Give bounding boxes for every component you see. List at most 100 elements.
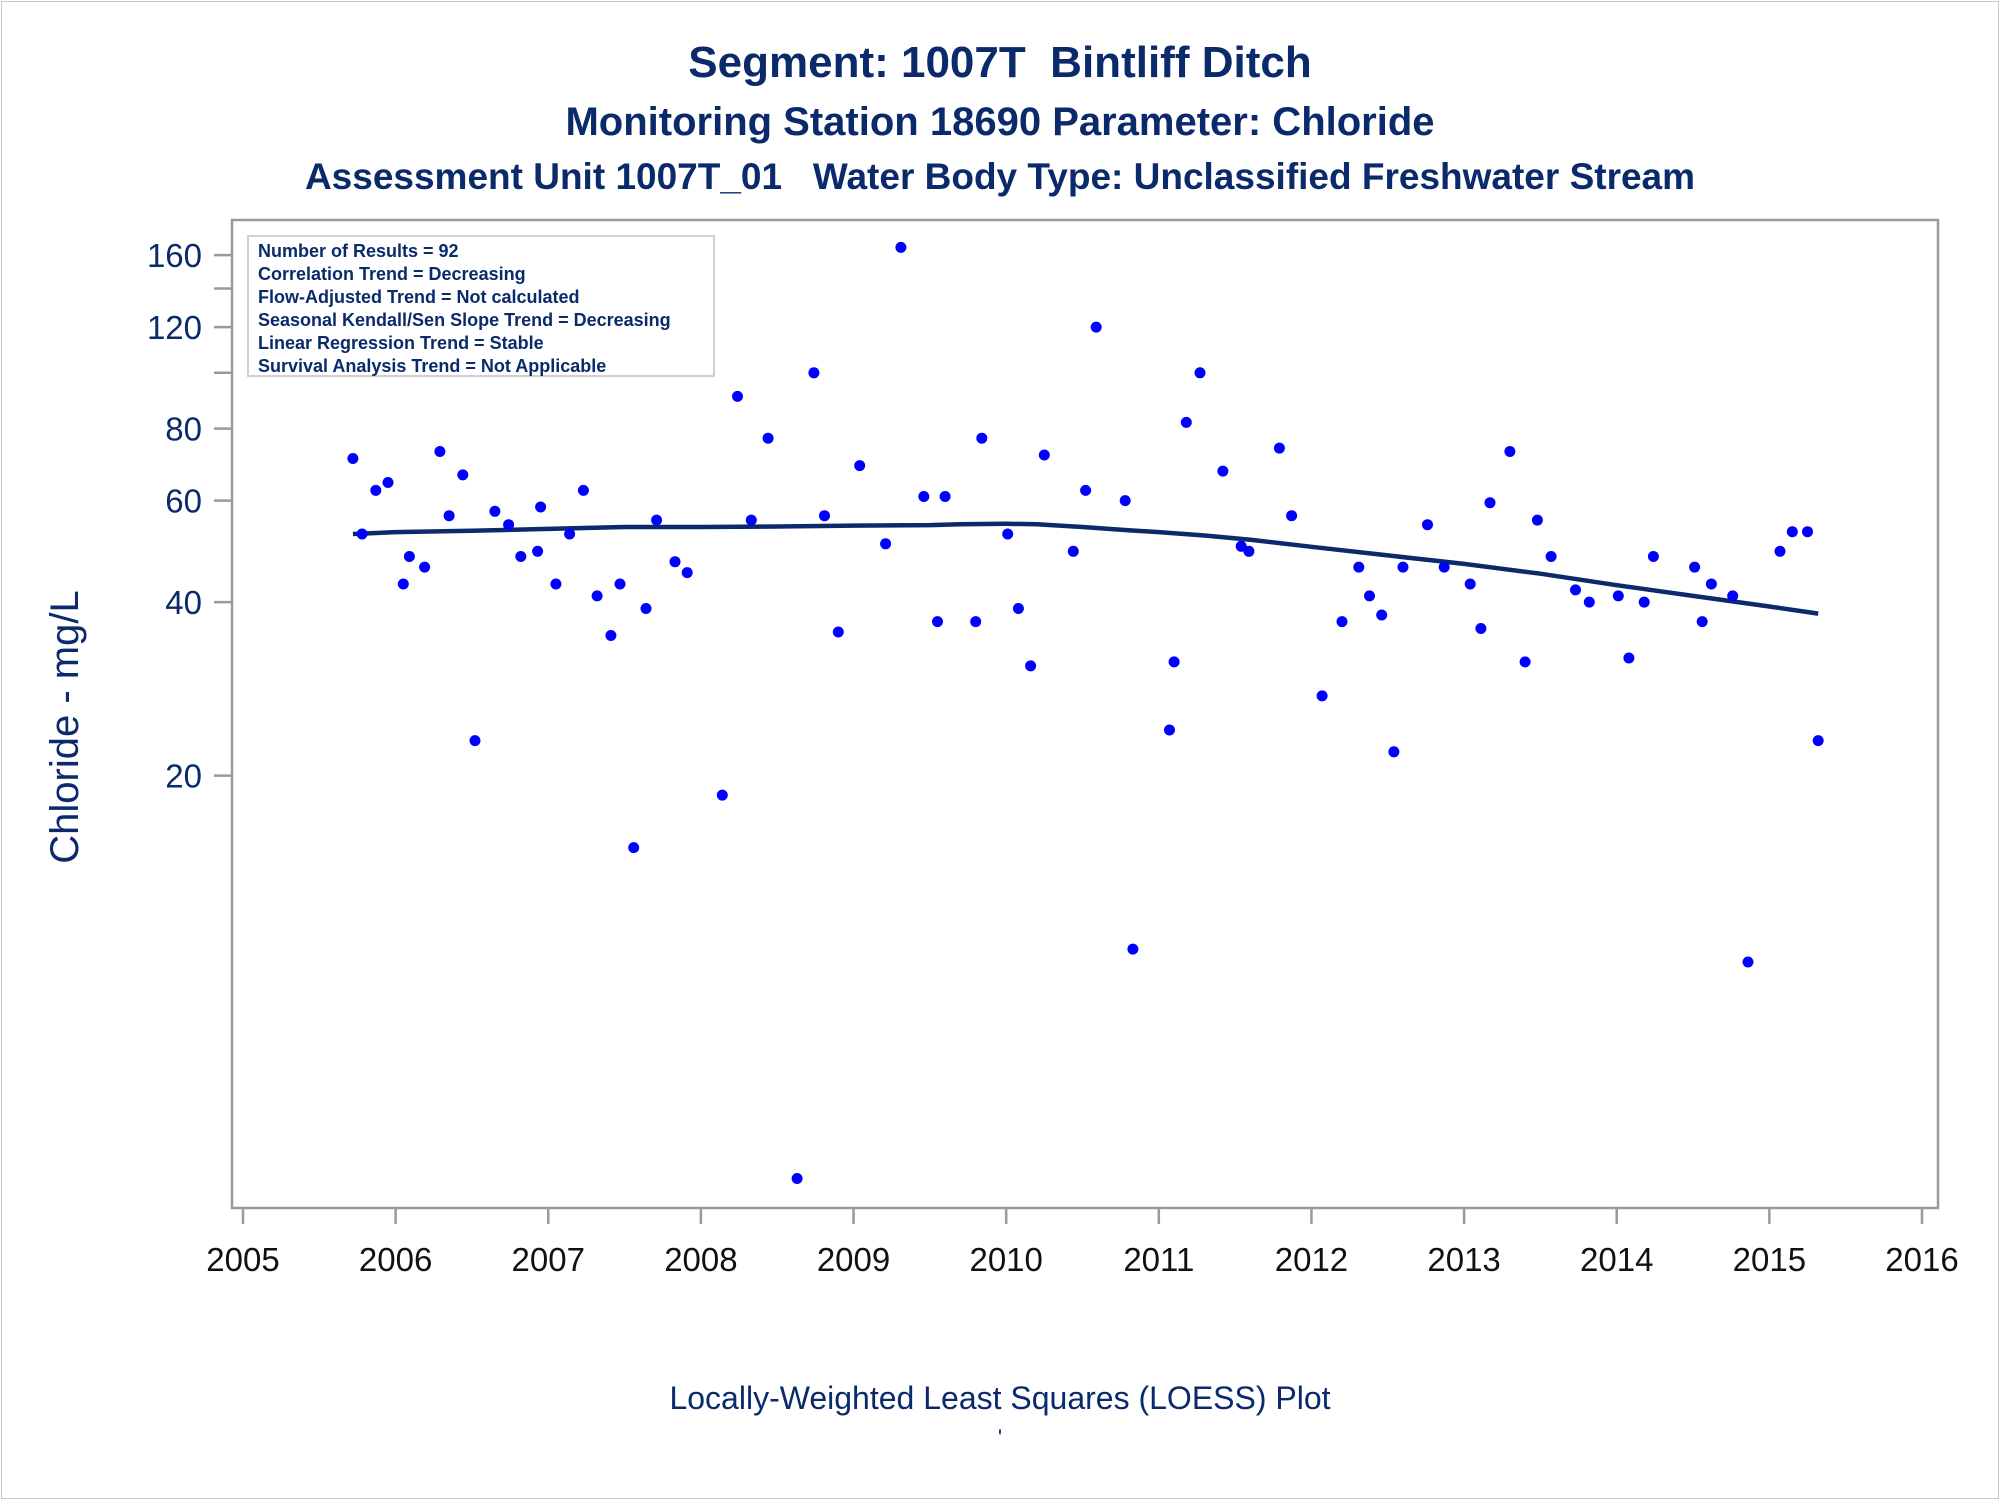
- data-point: [791, 1173, 803, 1184]
- x-tick-label: 2005: [206, 1241, 279, 1278]
- data-point: [628, 842, 640, 854]
- data-point: [1002, 528, 1014, 540]
- data-point: [1742, 956, 1754, 968]
- data-point: [419, 561, 431, 573]
- x-tick-label: 2012: [1275, 1241, 1348, 1278]
- stat-flow-adjusted-trend: Flow-Adjusted Trend = Not calculated: [258, 287, 580, 307]
- data-point: [403, 551, 415, 562]
- data-point: [1012, 603, 1024, 614]
- data-point: [577, 484, 589, 496]
- y-tick-label: 120: [147, 309, 202, 346]
- data-point: [808, 367, 820, 379]
- measurement-series: [347, 241, 1824, 1184]
- data-point: [1243, 545, 1255, 557]
- y-tick-label: 20: [165, 758, 202, 795]
- data-point: [1727, 590, 1739, 602]
- data-point: [651, 514, 663, 526]
- trend-statistics-box: Number of Results = 92 Correlation Trend…: [247, 235, 715, 377]
- chart-subtitle-2: Assessment Unit 1007T_01 Water Body Type…: [304, 156, 1696, 197]
- footnote-mark: ': [997, 1425, 1003, 1450]
- x-tick-label: 2016: [1885, 1241, 1958, 1278]
- data-point: [1689, 561, 1701, 573]
- data-point: [550, 578, 562, 590]
- data-point: [970, 616, 982, 628]
- x-tick-label: 2014: [1580, 1241, 1653, 1278]
- data-point: [1531, 514, 1543, 526]
- loess-trend-series: [352, 521, 1819, 616]
- data-point: [1570, 584, 1581, 596]
- data-point: [356, 528, 368, 540]
- data-point: [832, 626, 844, 638]
- data-point: [1612, 590, 1624, 602]
- data-point: [1519, 656, 1531, 668]
- y-axis: 20 40 60 80 120 160: [147, 237, 232, 795]
- data-point: [489, 505, 501, 517]
- data-point: [1273, 442, 1285, 454]
- data-point: [434, 446, 446, 457]
- y-tick-label: 80: [165, 411, 202, 448]
- data-point: [716, 789, 728, 801]
- data-point: [1786, 526, 1798, 538]
- data-point: [669, 556, 681, 568]
- stat-number-of-results: Number of Results = 92: [258, 241, 459, 261]
- y-axis-label: Chloride - mg/L: [43, 590, 87, 863]
- data-point: [681, 567, 693, 579]
- data-point: [535, 501, 547, 513]
- chart-subtitle: Monitoring Station 18690 Parameter: Chlo…: [565, 100, 1435, 144]
- stat-linear-regression-trend: Linear Regression Trend = Stable: [258, 333, 544, 353]
- data-point: [370, 484, 382, 496]
- x-tick-label: 2015: [1733, 1241, 1806, 1278]
- x-tick-label: 2013: [1427, 1241, 1500, 1278]
- x-tick-label: 2007: [512, 1241, 585, 1278]
- data-point: [1336, 616, 1348, 628]
- data-point: [1038, 449, 1050, 461]
- data-point: [532, 545, 544, 557]
- data-point: [745, 514, 757, 526]
- y-tick-label: 160: [147, 237, 202, 274]
- data-point: [443, 510, 455, 522]
- stat-correlation-trend: Correlation Trend = Decreasing: [258, 264, 526, 284]
- data-point: [1802, 526, 1813, 538]
- data-point: [1090, 321, 1102, 333]
- data-point: [1168, 656, 1180, 668]
- loess-trend-line: [352, 521, 1819, 616]
- data-point: [732, 390, 743, 402]
- data-point: [640, 603, 652, 614]
- data-point: [1475, 623, 1487, 634]
- data-point: [382, 477, 394, 488]
- data-point: [1647, 551, 1659, 562]
- stat-seasonal-kendall-trend: Seasonal Kendall/Sen Slope Trend = Decre…: [258, 310, 671, 330]
- y-tick-label: 40: [165, 584, 202, 621]
- data-point: [1774, 545, 1786, 557]
- data-point: [564, 528, 576, 540]
- data-point: [1422, 519, 1433, 531]
- data-point: [1638, 596, 1650, 608]
- data-point: [1353, 561, 1365, 573]
- stat-survival-analysis-trend: Survival Analysis Trend = Not Applicable: [258, 356, 607, 376]
- data-point: [1286, 510, 1298, 522]
- data-point: [1164, 724, 1175, 736]
- data-point: [397, 578, 409, 590]
- data-point: [1364, 590, 1375, 602]
- data-point: [1464, 578, 1476, 590]
- data-point: [1812, 735, 1824, 747]
- data-point: [1484, 497, 1496, 509]
- x-tick-label: 2009: [817, 1241, 890, 1278]
- plot-footnote: Locally-Weighted Least Squares (LOESS) P…: [669, 1380, 1331, 1416]
- data-point: [515, 551, 527, 562]
- data-point: [605, 630, 617, 641]
- data-point: [1194, 367, 1206, 379]
- data-point: [1217, 465, 1229, 477]
- y-tick-label: 60: [165, 483, 202, 520]
- data-point: [614, 578, 626, 590]
- data-point: [457, 469, 469, 481]
- x-tick-label: 2008: [664, 1241, 737, 1278]
- data-point: [819, 510, 830, 522]
- data-point: [976, 432, 988, 444]
- data-point: [1705, 578, 1717, 590]
- data-point: [469, 735, 481, 747]
- data-point: [1438, 561, 1450, 573]
- plot-area-border: [230, 218, 1940, 1210]
- data-point: [1504, 446, 1516, 457]
